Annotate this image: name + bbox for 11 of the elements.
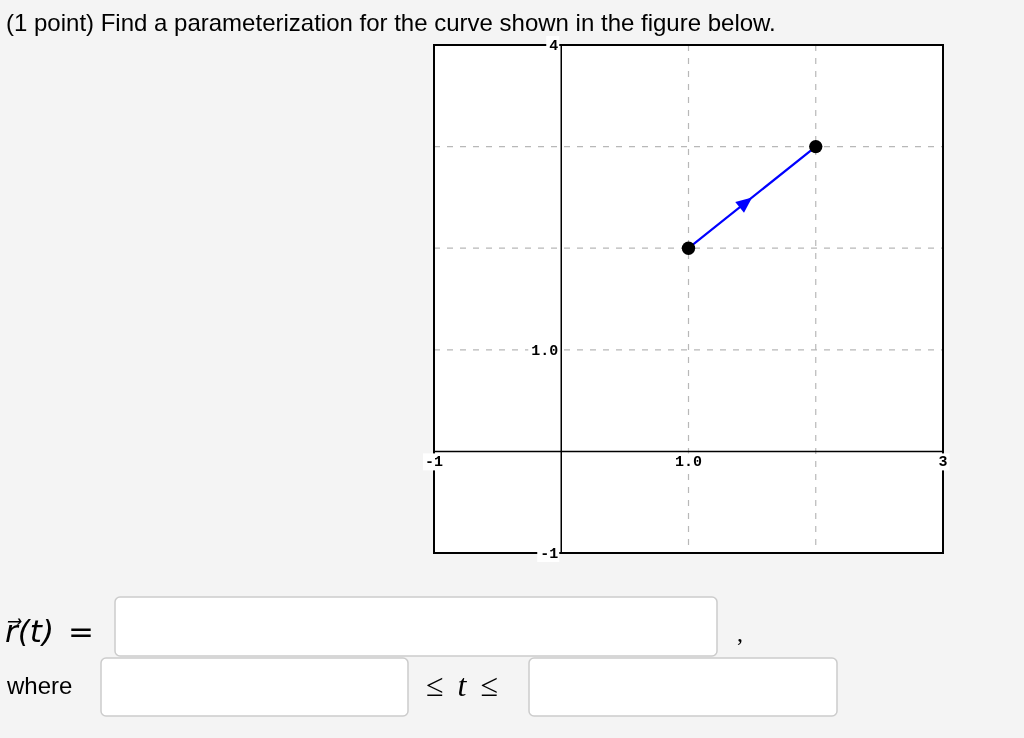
y-tick-label: -1 [540, 546, 559, 564]
text: where [6, 672, 73, 699]
chart-title: (1 point) Find a parameterization for the curve shown in the figure below. [6, 9, 776, 36]
text: , [737, 620, 743, 646]
text: ≤ t ≤ [426, 667, 499, 703]
x-tick-label: 1.0 [674, 454, 703, 472]
text: r⃗(t) = [5, 613, 94, 649]
y-tick-label: 1.0 [531, 343, 559, 361]
x-tick-label: 3 [938, 454, 948, 472]
y-tick-label: 4 [549, 38, 559, 56]
x-tick-label: -1 [424, 454, 444, 472]
